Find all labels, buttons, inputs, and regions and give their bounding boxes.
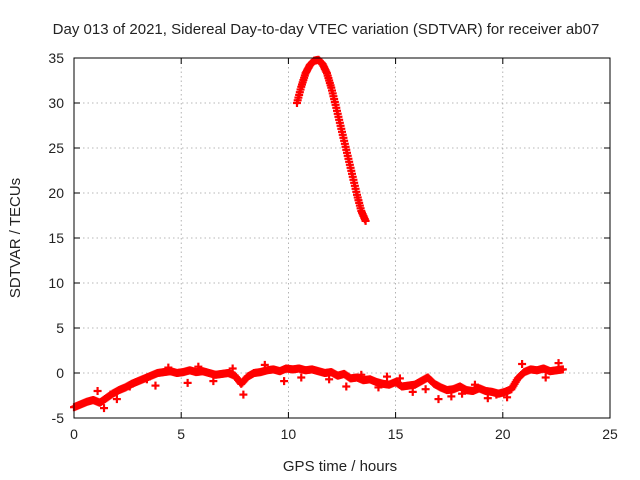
high-arc-point xyxy=(361,216,370,225)
scatter-point xyxy=(125,382,134,391)
scatter-point xyxy=(470,380,479,389)
scatter-point xyxy=(374,383,383,392)
y-axis-label: SDTVAR / TECUs xyxy=(7,178,24,298)
scatter-point xyxy=(503,393,512,402)
baseline-point xyxy=(558,365,567,374)
scatter-point xyxy=(492,390,501,399)
grid-lines xyxy=(74,58,610,418)
scatter-point xyxy=(518,360,527,368)
y-tick-label: 15 xyxy=(48,230,64,246)
scatter-point xyxy=(194,362,203,371)
y-tick-label: 30 xyxy=(48,95,64,111)
scatter-point xyxy=(408,387,417,396)
y-tick-label: 35 xyxy=(48,50,64,66)
scatter-point xyxy=(228,364,237,373)
y-tick-label: 25 xyxy=(48,140,64,156)
x-tick-label: 15 xyxy=(388,426,404,442)
scatter-point xyxy=(260,360,269,369)
scatter-point xyxy=(357,370,366,379)
scatter-point xyxy=(297,373,306,382)
scatter-point xyxy=(383,372,392,381)
scatter-point xyxy=(151,381,160,390)
scatter-point xyxy=(342,382,351,391)
scatter-point xyxy=(239,390,248,399)
plot-frame xyxy=(73,57,611,419)
scatter-point xyxy=(183,378,192,387)
scatter-point xyxy=(434,395,443,404)
x-tick-label: 5 xyxy=(177,426,185,442)
scatter-point xyxy=(142,375,151,384)
scatter-point xyxy=(209,377,218,386)
scatter-point xyxy=(112,395,121,404)
scatter-point xyxy=(541,373,550,382)
y-tick-label: 10 xyxy=(48,275,64,291)
x-axis-label: GPS time / hours xyxy=(283,458,397,475)
scatter-point xyxy=(93,387,102,395)
tick-labels: 0 5 10 15 20 25 -5 0 5 10 15 20 25 30 35 xyxy=(48,50,618,442)
data-points xyxy=(70,55,567,413)
y-tick-label: 5 xyxy=(56,320,64,336)
y-tick-label: 20 xyxy=(48,185,64,201)
scatter-point xyxy=(447,392,456,401)
scatter-point xyxy=(554,359,563,368)
x-tick-label: 10 xyxy=(281,426,297,442)
x-tick-label: 0 xyxy=(70,426,78,442)
scatter-point xyxy=(280,377,289,386)
scatter-point xyxy=(483,394,492,403)
scatter-point xyxy=(100,404,109,413)
scatter-point xyxy=(106,390,115,399)
x-tick-label: 20 xyxy=(495,426,511,442)
chart-title: Day 013 of 2021, Sidereal Day-to-day VTE… xyxy=(53,21,600,38)
scatter-point xyxy=(421,385,430,394)
y-tick-label: 0 xyxy=(56,365,64,381)
scatter-point xyxy=(325,375,334,384)
scatter-point xyxy=(395,374,404,383)
y-tick-label: -5 xyxy=(52,410,65,426)
scatter-point xyxy=(458,389,467,398)
x-tick-label: 25 xyxy=(602,426,618,442)
scatter-point xyxy=(164,363,173,372)
